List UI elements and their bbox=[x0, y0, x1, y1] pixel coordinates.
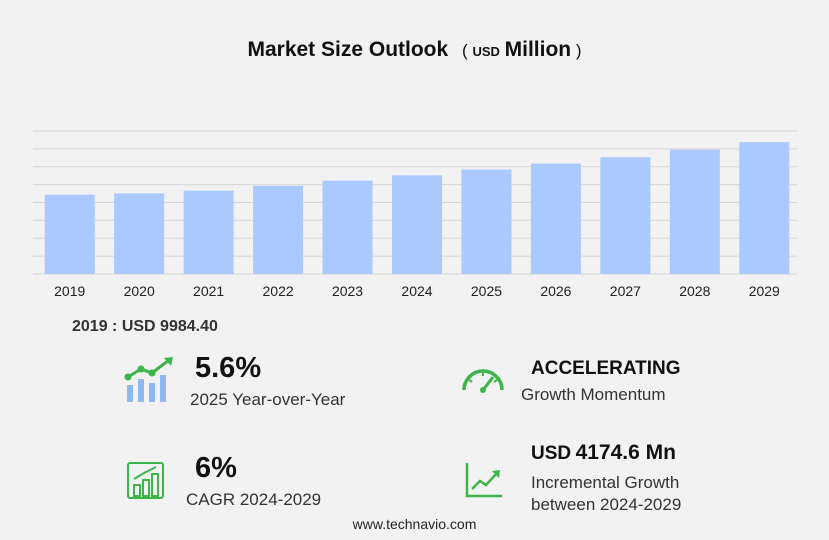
x-tick-label-2027: 2027 bbox=[610, 283, 641, 299]
bar-chart: 2019 2020 2021 2022 2023 2024 2025 2026 2027 2028… bbox=[33, 130, 797, 299]
bar-2026 bbox=[530, 163, 581, 274]
kpi-yoy-label: 2025 Year-over-Year bbox=[190, 390, 346, 409]
kpi-yoy-value: 5.6% bbox=[195, 352, 262, 384]
unit-scale: Million bbox=[504, 38, 572, 61]
bar-2028 bbox=[669, 149, 720, 274]
chart-title-text: Market Size Outlook bbox=[247, 38, 449, 61]
x-tick-label-2028: 2028 bbox=[679, 283, 710, 299]
x-tick-label-2023: 2023 bbox=[332, 283, 363, 299]
bar-2027 bbox=[600, 157, 651, 274]
bar-2022 bbox=[253, 185, 304, 274]
bar-2024 bbox=[392, 175, 442, 274]
kpi-cagr-value: 6% bbox=[195, 452, 237, 484]
line-growth-icon bbox=[465, 463, 502, 498]
kpi-momentum-label: Growth Momentum bbox=[521, 385, 666, 404]
bar-2021 bbox=[183, 190, 234, 274]
x-tick-label-2019: 2019 bbox=[54, 283, 85, 299]
x-tick-label-2025: 2025 bbox=[471, 283, 502, 299]
bar-2020 bbox=[114, 193, 165, 274]
chart-unit: ( USD Million ) bbox=[462, 38, 582, 61]
bar-growth-icon bbox=[127, 462, 164, 499]
trend-growth-icon bbox=[124, 357, 173, 402]
kpi-incremental-prefix: USD bbox=[531, 443, 572, 464]
kpi-incremental: USD 4174.6 Mn bbox=[531, 441, 676, 465]
bar-2019 bbox=[44, 194, 95, 274]
source-url: www.technavio.com bbox=[352, 516, 477, 532]
x-tick-label-2022: 2022 bbox=[263, 283, 294, 299]
x-tick-label-2026: 2026 bbox=[540, 283, 571, 299]
kpi-yoy: 5.6% bbox=[195, 352, 261, 385]
bar-2023 bbox=[322, 180, 373, 274]
bar-2025 bbox=[461, 169, 512, 274]
kpi-cagr-label: CAGR 2024-2029 bbox=[186, 490, 322, 509]
chart-bars bbox=[44, 142, 790, 274]
base-year-value: 2019 : USD 9984.40 bbox=[72, 318, 218, 335]
x-tick-label-2029: 2029 bbox=[749, 283, 780, 299]
unit-currency: USD bbox=[472, 44, 500, 59]
kpi-incremental-label-2: between 2024-2029 bbox=[531, 495, 682, 514]
chart-x-tick-labels: 2019 2020 2021 2022 2023 2024 2025 2026 2027 2028… bbox=[54, 283, 780, 299]
x-tick-label-2024: 2024 bbox=[401, 283, 432, 299]
x-tick-label-2020: 2020 bbox=[124, 283, 155, 299]
chart-title: Market Size Outlook ( USD Million ) bbox=[0, 38, 829, 62]
speedometer-icon bbox=[462, 369, 504, 393]
kpi-incremental-value: 4174.6 Mn bbox=[575, 441, 676, 464]
x-tick-label-2021: 2021 bbox=[193, 283, 224, 299]
bar-2029 bbox=[739, 142, 790, 274]
kpi-momentum-value: ACCELERATING bbox=[531, 358, 681, 379]
kpi-incremental-label-1: Incremental Growth bbox=[531, 473, 680, 492]
